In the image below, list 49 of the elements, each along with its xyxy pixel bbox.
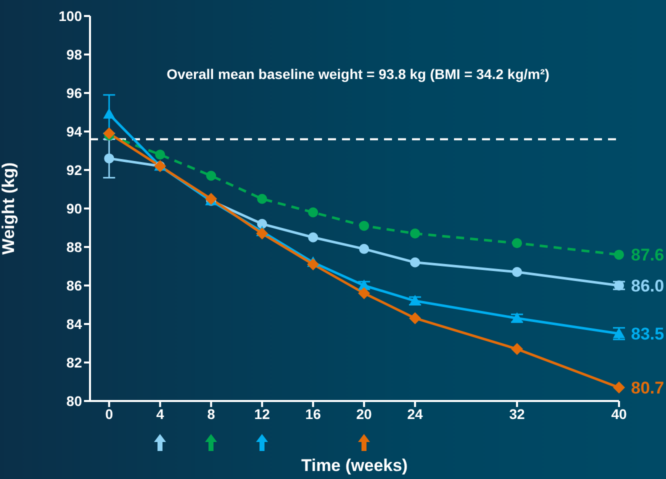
point (308, 207, 318, 218)
y-tick-label: 100 (58, 8, 82, 24)
x-tick-label: 0 (105, 406, 114, 422)
point (410, 228, 420, 239)
y-axis-title: Weight (kg) (0, 162, 18, 255)
x-tick-label: 20 (356, 406, 372, 422)
y-tick-label: 92 (66, 162, 82, 178)
point (307, 258, 320, 270)
point (614, 250, 624, 260)
x-tick-label: 32 (509, 406, 526, 422)
y-tick-label: 80 (66, 392, 82, 409)
point (410, 257, 420, 268)
y-tick-label: 90 (66, 200, 82, 216)
x-tick-label: 12 (254, 406, 270, 422)
y-tick-label: 94 (66, 123, 82, 140)
point (103, 127, 116, 140)
data-label: 80.7 (631, 378, 664, 398)
point (257, 194, 268, 204)
x-tick-label: 40 (611, 406, 627, 422)
y-tick-label: 96 (66, 84, 82, 101)
y-tick-label: 88 (66, 238, 82, 255)
point (409, 312, 422, 324)
point (256, 228, 268, 240)
point (257, 218, 268, 229)
x-tick-label: 8 (207, 406, 216, 422)
data-label: 87.6 (631, 246, 664, 265)
x-tick-label: 16 (305, 406, 322, 422)
point (511, 343, 524, 356)
point (104, 153, 114, 164)
point (613, 382, 625, 394)
y-tick-label: 86 (66, 277, 82, 294)
point (206, 170, 216, 181)
y-tick-label: 98 (66, 46, 82, 62)
point (512, 267, 522, 278)
data-label: 86.0 (631, 276, 664, 296)
x-tick-label: 4 (156, 406, 164, 422)
point (103, 108, 116, 119)
annotation: Overall mean baseline weight = 93.8 kg (BMI = 34.2 kg/m²) (166, 66, 550, 82)
point (155, 150, 166, 160)
x-axis-title: Time (weeks) (301, 456, 408, 475)
x-tick-label: 24 (407, 406, 424, 422)
point (359, 244, 370, 254)
point (512, 238, 522, 248)
y-tick-label: 84 (66, 316, 82, 332)
point (358, 287, 370, 300)
point (359, 220, 370, 231)
point (308, 232, 318, 242)
data-label: 83.5 (631, 324, 664, 344)
y-tick-label: 82 (66, 354, 82, 370)
